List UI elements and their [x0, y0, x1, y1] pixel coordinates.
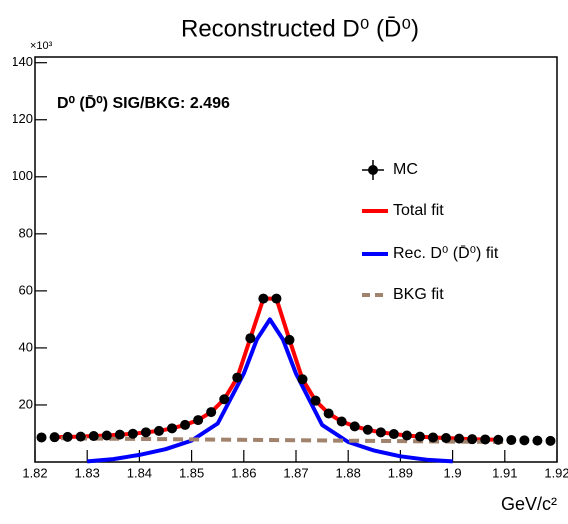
x-tick-label: 1.9 — [444, 465, 462, 480]
data-point — [153, 425, 164, 436]
x-tick-label: 1.85 — [179, 465, 204, 480]
data-point — [101, 430, 112, 441]
x-tick-label: 1.91 — [492, 465, 517, 480]
y-tick-label: 40 — [19, 339, 33, 354]
y-multiplier: ×10³ — [30, 40, 53, 52]
data-point — [258, 293, 269, 304]
legend-label: MC — [393, 161, 418, 178]
chart-title: Reconstructed D⁰ (D̄⁰) — [181, 15, 419, 42]
data-point — [336, 416, 347, 427]
data-point — [519, 435, 530, 446]
data-point — [206, 407, 217, 418]
y-tick-label: 120 — [11, 111, 33, 126]
data-point — [467, 434, 478, 445]
data-point — [180, 419, 191, 430]
y-tick-label: 140 — [11, 54, 33, 69]
data-point — [245, 333, 256, 344]
data-point — [545, 435, 556, 446]
annotation: D⁰ (D̄⁰) SIG/BKG: 2.496 — [57, 93, 230, 112]
x-tick-label: 1.84 — [127, 465, 152, 480]
data-point — [62, 431, 73, 442]
legend-marker — [368, 165, 378, 175]
data-point — [454, 433, 465, 444]
data-point — [49, 432, 60, 443]
data-point — [88, 431, 99, 442]
x-tick-label: 1.89 — [388, 465, 413, 480]
y-tick-label: 60 — [19, 282, 33, 297]
data-point — [532, 435, 543, 446]
data-point — [36, 432, 47, 443]
y-tick-label: 80 — [19, 225, 33, 240]
x-tick-label: 1.88 — [336, 465, 361, 480]
y-tick-labels: 20 40 60 80 100 120 140 — [11, 54, 33, 411]
data-point — [388, 429, 399, 440]
fit-line — [54, 296, 499, 442]
y-tick-label: 100 — [11, 168, 33, 183]
legend-label: BKG fit — [393, 286, 444, 303]
data-point — [428, 432, 439, 443]
x-tick-label: 1.82 — [22, 465, 47, 480]
data-point — [140, 427, 151, 438]
data-point — [414, 431, 425, 442]
data-point — [114, 429, 125, 440]
data-point — [284, 334, 295, 345]
data-point — [310, 395, 321, 406]
data-point — [493, 434, 504, 445]
data-point — [375, 427, 386, 438]
legend-label: Rec. D⁰ (D̄⁰) fit — [393, 245, 499, 262]
legend-label: Total fit — [393, 202, 444, 219]
fit-line — [87, 317, 453, 464]
data-point — [297, 374, 308, 385]
y-tick-label: 20 — [19, 396, 33, 411]
x-axis-label: GeV/c² — [501, 494, 557, 514]
data-point — [271, 293, 282, 304]
x-tick-label: 1.83 — [75, 465, 100, 480]
data-point — [362, 424, 373, 435]
x-tick-label: 1.92 — [544, 465, 568, 480]
data-point — [349, 421, 360, 432]
data-point — [480, 434, 491, 445]
data-point — [127, 428, 138, 439]
x-tick-label: 1.86 — [231, 465, 256, 480]
data-point — [167, 423, 178, 434]
data-point — [219, 394, 230, 405]
data-point — [506, 435, 517, 446]
data-point — [401, 430, 412, 441]
x-tick-label: 1.87 — [283, 465, 308, 480]
data-point — [75, 431, 86, 442]
data-point — [193, 415, 204, 426]
data-point — [323, 408, 334, 419]
data-point — [441, 433, 452, 444]
data-point — [232, 372, 243, 383]
